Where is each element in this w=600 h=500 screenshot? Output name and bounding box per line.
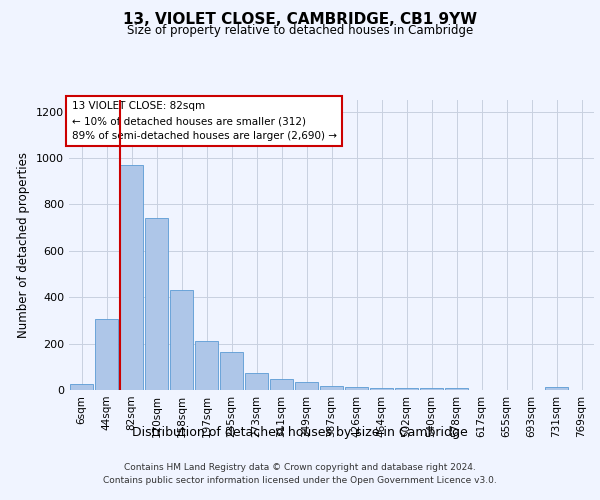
Bar	[195, 342, 218, 390]
Text: 13, VIOLET CLOSE, CAMBRIDGE, CB1 9YW: 13, VIOLET CLOSE, CAMBRIDGE, CB1 9YW	[123, 12, 477, 28]
Bar	[220, 352, 243, 390]
Bar	[245, 372, 268, 390]
Text: Contains HM Land Registry data © Crown copyright and database right 2024.: Contains HM Land Registry data © Crown c…	[124, 464, 476, 472]
Text: 13 VIOLET CLOSE: 82sqm
← 10% of detached houses are smaller (312)
89% of semi-de: 13 VIOLET CLOSE: 82sqm ← 10% of detached…	[71, 102, 337, 141]
Bar	[345, 386, 368, 390]
Bar	[320, 386, 343, 390]
Bar	[70, 384, 93, 390]
Bar	[370, 388, 393, 390]
Bar	[545, 387, 568, 390]
Text: Contains public sector information licensed under the Open Government Licence v3: Contains public sector information licen…	[103, 476, 497, 485]
Text: Size of property relative to detached houses in Cambridge: Size of property relative to detached ho…	[127, 24, 473, 37]
Bar	[395, 388, 418, 390]
Bar	[145, 218, 168, 390]
Bar	[270, 379, 293, 390]
Bar	[295, 382, 318, 390]
Bar	[445, 388, 468, 390]
Bar	[120, 165, 143, 390]
Bar	[170, 290, 193, 390]
Text: Distribution of detached houses by size in Cambridge: Distribution of detached houses by size …	[132, 426, 468, 439]
Y-axis label: Number of detached properties: Number of detached properties	[17, 152, 31, 338]
Bar	[420, 388, 443, 390]
Bar	[95, 319, 118, 390]
